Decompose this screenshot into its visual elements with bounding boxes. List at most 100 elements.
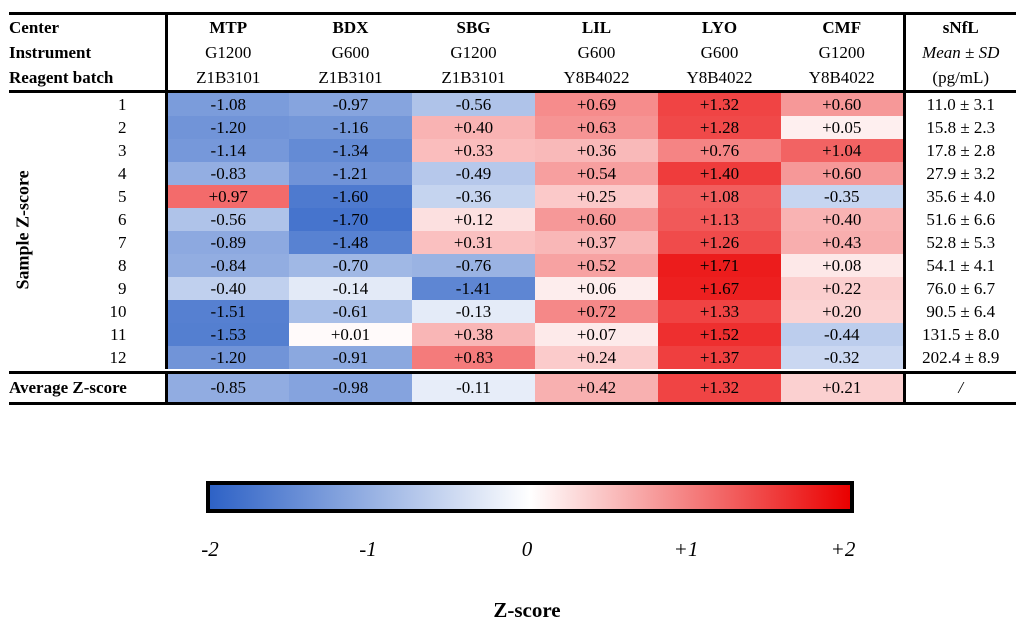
heatmap-cell: -0.61: [289, 300, 412, 323]
zscore-heatmap-table: Center MTP BDX SBG LIL LYO CMF sNfL Inst…: [9, 12, 1016, 405]
heatmap-cell: +1.67: [658, 277, 781, 300]
heatmap-cell: +0.05: [781, 116, 906, 139]
heatmap-cell: +0.76: [658, 139, 781, 162]
heatmap-cell: -0.76: [412, 254, 535, 277]
column-batch: Y8B4022: [781, 65, 906, 93]
column-batch: Z1B3101: [164, 65, 289, 93]
heatmap-cell: +0.63: [535, 116, 658, 139]
heatmap-cell: -1.70: [289, 208, 412, 231]
table-row: 2 -1.20 -1.16 +0.40 +0.63 +1.28 +0.05 15.8 ± 2.…: [9, 116, 1016, 139]
sample-row-label: 2: [118, 118, 127, 137]
heatmap-cell: +0.38: [412, 323, 535, 346]
sample-row-label: 7: [118, 233, 127, 252]
heatmap-cell: -1.60: [289, 185, 412, 208]
snfl-value: 11.0 ± 3.1: [926, 95, 995, 114]
heatmap-cell: +0.97: [164, 185, 289, 208]
heatmap-cell: -0.40: [164, 277, 289, 300]
column-batch: Z1B3101: [289, 65, 412, 93]
snfl-value: 27.9 ± 3.2: [926, 164, 996, 183]
side-axis-label: Sample Z-score: [12, 169, 33, 290]
sample-row-label: 12: [109, 348, 127, 367]
snfl-header-subtitle: Mean ± SD: [922, 43, 1000, 62]
column-instrument: G1200: [781, 40, 906, 65]
average-cell: -0.85: [164, 371, 289, 405]
snfl-value: 76.0 ± 6.7: [926, 279, 996, 298]
heatmap-cell: -0.84: [164, 254, 289, 277]
heatmap-cell: +0.40: [412, 116, 535, 139]
heatmap-cell: -1.08: [164, 91, 289, 116]
heatmap-cell: +0.69: [535, 91, 658, 116]
colorbar-tick-label: +1: [673, 537, 699, 561]
snfl-value: 52.8 ± 5.3: [926, 233, 996, 252]
heatmap-cell: -1.20: [164, 346, 289, 369]
column-instrument: G600: [577, 43, 616, 62]
table-header: Center MTP BDX SBG LIL LYO CMF sNfL Inst…: [9, 12, 1016, 93]
heatmap-cell: +0.83: [412, 346, 535, 369]
snfl-header-title: sNfL: [904, 12, 1016, 40]
heatmap-cell: +1.33: [658, 300, 781, 323]
colorbar: [206, 481, 854, 513]
sample-row-label: 9: [118, 279, 127, 298]
average-cell: -0.98: [289, 371, 412, 405]
colorbar-title: Z-score: [493, 598, 561, 622]
heatmap-cell: +0.31: [412, 231, 535, 254]
heatmap-cell: +1.71: [658, 254, 781, 277]
average-cell: +0.42: [535, 371, 658, 405]
heatmap-body: Sample Z-score 1 -1.08 -0.97 -0.56 +0.69 +1.32…: [9, 91, 1016, 369]
snfl-value: 54.1 ± 4.1: [926, 256, 996, 275]
sample-row-label: 3: [118, 141, 127, 160]
heatmap-cell: +1.40: [658, 162, 781, 185]
column-header-center: MTP: [164, 12, 289, 40]
heatmap-cell: -1.16: [289, 116, 412, 139]
sample-row-label: 5: [118, 187, 127, 206]
sample-row-label: 4: [118, 164, 127, 183]
heatmap-cell: +0.60: [781, 162, 906, 185]
header-label-instrument: Instrument: [9, 43, 92, 62]
heatmap-cell: +0.54: [535, 162, 658, 185]
heatmap-cell: +0.20: [781, 300, 906, 323]
heatmap-cell: +1.13: [658, 208, 781, 231]
heatmap-cell: -0.35: [781, 185, 906, 208]
table-row: 5 +0.97 -1.60 -0.36 +0.25 +1.08 -0.35 35.6 ± 4.…: [9, 185, 1016, 208]
snfl-average-value: /: [904, 371, 1016, 405]
table-row: 4 -0.83 -1.21 -0.49 +0.54 +1.40 +0.60 27.9 ± 3.…: [9, 162, 1016, 185]
column-instrument: G600: [331, 43, 370, 62]
heatmap-cell: -0.70: [289, 254, 412, 277]
heatmap-cell: -0.97: [289, 91, 412, 116]
heatmap-cell: -0.14: [289, 277, 412, 300]
column-header-center: SBG: [412, 12, 535, 40]
column-instrument: G600: [700, 43, 739, 62]
heatmap-cell: -0.83: [164, 162, 289, 185]
heatmap-cell: +1.32: [658, 91, 781, 116]
table-row: 10 -1.51 -0.61 -0.13 +0.72 +1.33 +0.20 90.5 ± 6…: [9, 300, 1016, 323]
heatmap-cell: +1.04: [781, 139, 906, 162]
average-cell: -0.11: [412, 371, 535, 405]
sample-row-label: 6: [118, 210, 127, 229]
header-label-reagent-batch: Reagent batch: [9, 65, 166, 93]
column-batch: Y8B4022: [658, 65, 781, 93]
sample-row-label: 11: [110, 325, 127, 344]
column-header-center: LIL: [535, 12, 658, 40]
heatmap-cell: -1.48: [289, 231, 412, 254]
heatmap-cell: -1.51: [164, 300, 289, 323]
colorbar-tick-label: -2: [201, 537, 219, 561]
table-row: Sample Z-score 1 -1.08 -0.97 -0.56 +0.69 +1.32…: [9, 91, 1016, 289]
heatmap-cell: +0.22: [781, 277, 906, 300]
heatmap-cell: -0.32: [781, 346, 906, 369]
column-header-center: CMF: [781, 12, 906, 40]
heatmap-cell: +0.12: [412, 208, 535, 231]
snfl-value: 90.5 ± 6.4: [926, 302, 996, 321]
heatmap-cell: -0.49: [412, 162, 535, 185]
heatmap-cell: -0.36: [412, 185, 535, 208]
heatmap-cell: -1.14: [164, 139, 289, 162]
heatmap-cell: -1.34: [289, 139, 412, 162]
heatmap-cell: +0.72: [535, 300, 658, 323]
heatmap-cell: -0.13: [412, 300, 535, 323]
column-batch: Z1B3101: [412, 65, 535, 93]
heatmap-cell: -1.20: [164, 116, 289, 139]
header-label-center: Center: [9, 12, 166, 40]
heatmap-cell: +1.37: [658, 346, 781, 369]
heatmap-cell: +0.52: [535, 254, 658, 277]
snfl-header-unit: (pg/mL): [904, 65, 1016, 93]
average-cell: +1.32: [658, 371, 781, 405]
